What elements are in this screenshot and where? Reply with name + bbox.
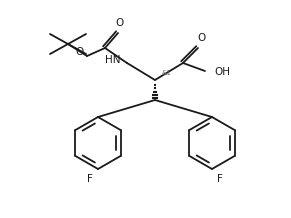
Text: F: F [87,174,93,184]
Text: HN: HN [106,55,121,65]
Text: O: O [76,47,84,57]
Text: O: O [116,18,124,28]
Text: O: O [197,33,205,43]
Text: F: F [217,174,223,184]
Text: OH: OH [214,67,230,77]
Text: &1: &1 [161,70,171,76]
